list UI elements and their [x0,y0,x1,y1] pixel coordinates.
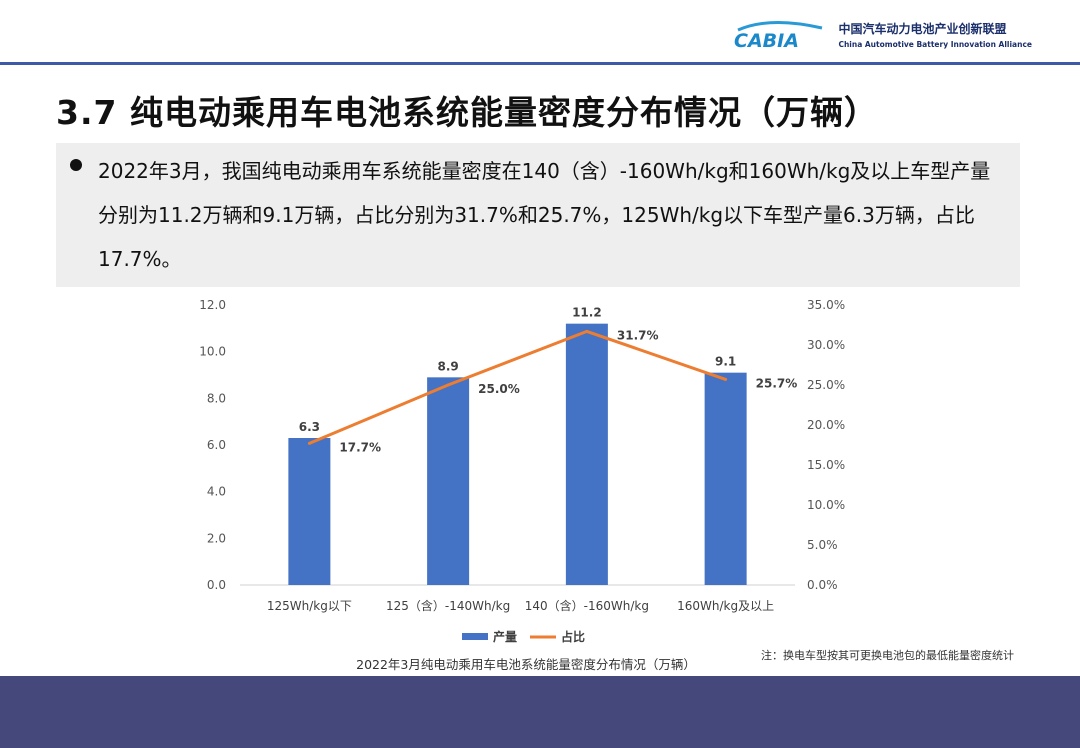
org-name-cn: 中国汽车动力电池产业创新联盟 [838,21,1007,36]
page-title: 3.7 纯电动乘用车电池系统能量密度分布情况（万辆） [56,93,878,132]
bar-value-label: 8.9 [437,359,458,373]
y-tick-label: 8.0 [207,391,226,405]
bar-value-label: 9.1 [715,355,736,369]
x-tick-label: 140（含）-160Wh/kg [525,598,649,613]
x-tick-label: 160Wh/kg及以上 [677,599,774,613]
bar-value-label: 11.2 [572,306,602,320]
y2-tick-label: 15.0% [807,458,845,472]
legend-swatch-bar [462,633,488,640]
y2-tick-label: 20.0% [807,418,845,432]
y2-tick-label: 25.0% [807,378,845,392]
y2-tick-label: 10.0% [807,498,845,512]
share-point [724,377,728,381]
share-point [446,383,450,387]
header-divider [0,62,1080,65]
y-tick-label: 2.0 [207,531,226,545]
bar [427,377,470,585]
y-tick-label: 10.0 [199,345,226,359]
y2-tick-label: 0.0% [807,578,838,592]
summary-text: 2022年3月，我国纯电动乘用车系统能量密度在140（含）-160Wh/kg和1… [98,159,991,271]
y2-tick-label: 35.0% [807,298,845,312]
y-tick-label: 4.0 [207,485,226,499]
y-tick-label: 0.0 [207,578,226,592]
share-point [585,329,589,333]
cabia-logo-icon: CABIA [734,21,823,52]
summary-box: 2022年3月，我国纯电动乘用车系统能量密度在140（含）-160Wh/kg和1… [56,143,1020,287]
share-value-label: 25.0% [478,382,520,396]
share-point [307,441,311,445]
footer-band [0,676,1080,748]
y2-tick-label: 5.0% [807,538,838,552]
legend-label-bar: 产量 [493,629,517,644]
footnote: 注：换电车型按其可更换电池包的最低能量密度统计 [761,649,1014,662]
x-tick-label: 125Wh/kg以下 [267,599,352,613]
cabia-logo: CABIA 中国汽车动力电池产业创新联盟 China Automotive Ba… [730,16,1032,52]
legend-label-line: 占比 [561,629,585,644]
bar [565,323,608,585]
x-tick-label: 125（含）-140Wh/kg [386,598,510,613]
bar-value-label: 6.3 [299,420,320,434]
share-value-label: 31.7% [617,328,659,342]
combo-chart: 0.0 2.0 4.0 6.0 8.0 10.0 12.0 0.0% 5.0% 10.0% 15.0… [199,298,845,644]
chart-caption: 2022年3月纯电动乘用车电池系统能量密度分布情况（万辆） [356,657,696,672]
bullet-icon [70,159,82,171]
org-name-en: China Automotive Battery Innovation Alli… [838,39,1032,49]
y2-tick-label: 30.0% [807,338,845,352]
bar [288,438,331,585]
y-tick-label: 12.0 [199,298,226,312]
y-tick-label: 6.0 [207,438,226,452]
logo-wordmark: CABIA [734,30,799,52]
share-value-label: 17.7% [339,440,381,454]
share-line [308,329,727,445]
share-value-label: 25.7% [756,376,798,390]
bar [704,372,747,585]
